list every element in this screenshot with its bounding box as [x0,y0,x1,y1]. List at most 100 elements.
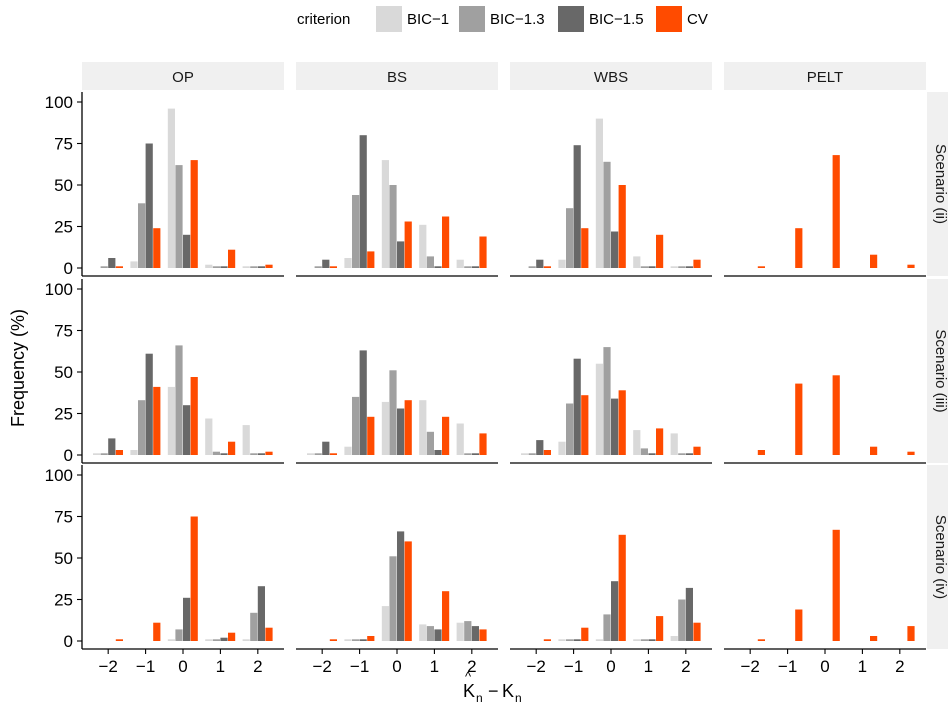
bar-r1-c0-x0-s1 [100,453,108,455]
bar-r0-c2-x2-s1 [603,161,611,268]
y-tick-label-1-4: 100 [45,280,73,299]
bar-r0-c0-x4-s2 [257,266,265,268]
x-tick-label-3-1: −1 [778,657,797,676]
row-strips: Scenario (ii) Scenario (iii) Scenario (iv) [927,92,948,649]
bar-r1-c2-x2-s1 [603,347,611,455]
x-tick-label-0-4: 2 [253,657,262,676]
bar-r0-c0-x3-s2 [220,266,228,268]
bar-r1-c1-x3-s2 [434,450,442,455]
bar-r1-c1-x2-s1 [389,370,397,455]
bar-r2-c1-x2-s2 [397,531,405,641]
legend-key-1 [459,6,485,32]
bar-r0-c1-x1-s1 [352,195,360,268]
bar-r0-c0-x3-s3 [228,249,236,268]
x-axis-title-k: K [502,681,514,701]
bar-r1-c1-x2-s2 [397,408,405,455]
legend-key-2 [558,6,584,32]
bar-r0-c2-x4-s2 [685,266,693,268]
y-tick-label-2-2: 50 [54,549,73,568]
bar-r1-c2-x1-s2 [573,358,581,455]
x-tick-label-2-4: 2 [681,657,690,676]
panel-0-3 [757,155,915,268]
bar-r2-c0-x3-s0 [205,639,213,641]
bar-r1-c0-x2-s1 [175,345,183,455]
col-strip-label-1: BS [387,69,407,86]
bar-r2-c2-x0-s3 [543,639,551,641]
bar-r1-c0-x1-s3 [153,386,161,455]
y-tick-label-1-2: 50 [54,363,73,382]
bar-r0-c1-x1-s0 [344,258,352,268]
bar-r0-c3-x1-s3 [795,228,803,268]
bar-r2-c1-x0-s3 [329,639,337,641]
bar-r2-c3-x3-s3 [870,636,878,641]
bar-r0-c2-x0-s3 [543,266,551,268]
bar-r1-c0-x0-s0 [93,453,101,455]
bar-r1-c1-x1-s1 [352,396,360,455]
bar-r2-c2-x1-s0 [558,639,566,641]
y-tick-label-0-0: 0 [64,259,73,278]
panel-2-3 [757,529,915,641]
y-tick-label-0-1: 25 [54,218,73,237]
y-tick-label-2-4: 100 [45,466,73,485]
col-strip-label-0: OP [172,69,194,86]
bar-r2-c1-x2-s0 [381,606,389,641]
bar-r1-c0-x3-s0 [205,418,213,455]
x-tick-label-3-2: 0 [820,657,829,676]
bar-r1-c2-x0-s1 [528,453,536,455]
bar-r1-c2-x4-s0 [670,433,678,455]
bar-r2-c0-x2-s3 [190,516,198,641]
row-strip-label-0: Scenario (ii) [932,144,948,224]
x-tick-label-3-0: −2 [740,657,759,676]
bar-r2-c0-x3-s2 [220,637,228,641]
bar-r0-c1-x2-s0 [381,160,389,268]
bar-r0-c0-x4-s0 [242,266,250,268]
bar-r1-c1-x0-s2 [322,441,330,455]
x-tick-label-1-2: 0 [392,657,401,676]
bar-r2-c3-x2-s3 [832,529,840,641]
bar-r0-c2-x1-s3 [581,228,589,268]
bar-r2-c1-x2-s3 [404,541,412,641]
bar-r1-c1-x4-s1 [464,453,472,455]
bar-r2-c2-x3-s1 [640,639,648,641]
bar-r0-c2-x1-s2 [573,145,581,268]
bar-r1-c2-x3-s1 [640,448,648,455]
bar-r0-c0-x4-s3 [265,264,273,268]
bar-r1-c1-x3-s0 [419,400,427,455]
col-strip-label-3: PELT [807,69,843,86]
bar-r0-c0-x0-s3 [115,266,123,268]
bar-r0-c0-x1-s3 [153,228,161,268]
panel-2-2 [543,534,701,641]
x-tick-label-3-3: 1 [858,657,867,676]
bar-r1-c2-x1-s3 [581,395,589,455]
col-strip-bg-2 [510,62,712,90]
bar-r1-c2-x4-s3 [693,446,701,455]
y-tick-label-2-1: 25 [54,591,73,610]
row-strip-label-1: Scenario (iii) [932,329,948,412]
bar-r0-c0-x2-s0 [167,108,175,268]
bar-r0-c0-x0-s2 [108,258,116,268]
bar-r1-c1-x4-s3 [479,433,487,455]
bar-r1-c0-x4-s3 [265,451,273,455]
bar-r0-c0-x2-s1 [175,165,183,268]
bar-r2-c2-x4-s3 [693,622,701,641]
x-axis-title-minus: − [488,681,499,701]
y-tick-label-2-3: 75 [54,508,73,527]
bar-r0-c0-x3-s0 [205,264,213,268]
legend-label-1: BIC−1.3 [490,11,545,28]
bar-r1-c2-x1-s1 [566,403,574,455]
bar-r1-c1-x1-s2 [359,350,367,455]
bar-r1-c0-x2-s2 [183,405,191,455]
bar-r2-c1-x3-s1 [426,626,434,641]
bar-r1-c0-x3-s3 [228,441,236,455]
bar-r0-c0-x1-s0 [130,261,138,268]
bar-r1-c0-x2-s3 [190,377,198,455]
bar-r0-c2-x3-s0 [633,256,641,268]
bar-r0-c1-x4-s3 [479,236,487,268]
x-tick-label-0-3: 1 [216,657,225,676]
bar-r1-c1-x3-s3 [442,416,450,455]
bar-r1-c2-x3-s3 [656,428,664,455]
column-strips: OP BS WBS PELT [82,62,926,90]
panel-2-1 [329,531,487,641]
bar-r0-c1-x4-s0 [456,259,464,268]
bar-r1-c1-x4-s2 [471,453,479,455]
